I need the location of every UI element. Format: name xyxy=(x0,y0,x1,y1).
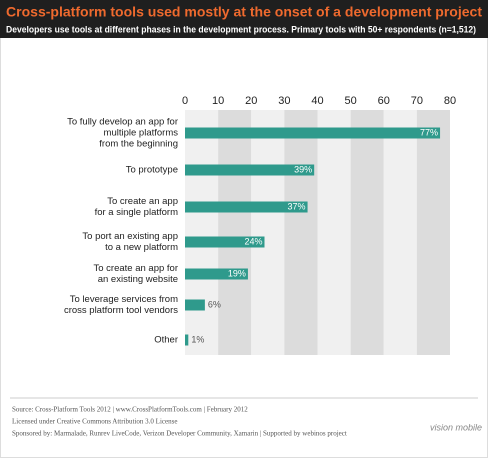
grid-band xyxy=(218,110,252,355)
grid-band xyxy=(317,110,351,355)
grid-band xyxy=(251,110,285,355)
category-label: Other xyxy=(154,334,178,346)
bar xyxy=(185,201,308,213)
value-label: 6% xyxy=(208,299,221,309)
category-label: To create an app for a single platform xyxy=(94,196,178,218)
footer-line: Licensed under Creative Commons Attribut… xyxy=(12,418,177,426)
value-label: 39% xyxy=(294,164,312,174)
grid-band xyxy=(185,110,219,355)
grid-band xyxy=(416,110,450,355)
bar xyxy=(185,236,265,248)
value-label: 24% xyxy=(244,236,262,246)
x-tick-label: 30 xyxy=(278,95,290,107)
x-tick-label: 80 xyxy=(444,95,456,107)
chart-subtitle: Developers use tools at different phases… xyxy=(6,24,476,34)
grid-band xyxy=(350,110,384,355)
category-label: To create an app for an existing website xyxy=(93,263,179,285)
value-label: 19% xyxy=(228,268,246,278)
bar xyxy=(185,299,205,311)
grid-band xyxy=(383,110,417,355)
footer-line: Source: Cross-Platform Tools 2012 | www.… xyxy=(12,406,248,414)
bar xyxy=(185,268,248,280)
category-label: To prototype xyxy=(125,164,178,176)
x-tick-label: 0 xyxy=(182,95,188,107)
chart-title: Cross-platform tools used mostly at the … xyxy=(6,4,482,20)
value-label: 77% xyxy=(420,127,438,137)
x-tick-label: 50 xyxy=(345,95,357,107)
header-band xyxy=(0,0,488,38)
bar xyxy=(185,334,189,346)
bar xyxy=(185,164,315,176)
x-tick-label: 40 xyxy=(311,95,323,107)
x-tick-label: 70 xyxy=(411,95,423,107)
bar xyxy=(185,127,441,139)
category-label: To fully develop an app for multiple pla… xyxy=(67,116,178,150)
footer-line: Sponsored by: Marmalade, Runrev LiveCode… xyxy=(12,430,347,438)
x-tick-label: 10 xyxy=(212,95,224,107)
value-label: 1% xyxy=(191,334,204,344)
category-label: To port an existing app to a new platfor… xyxy=(82,231,178,253)
x-tick-label: 20 xyxy=(245,95,257,107)
logo: vision mobile xyxy=(430,422,482,432)
category-label: To leverage services from cross platform… xyxy=(63,294,178,316)
x-tick-label: 60 xyxy=(378,95,390,107)
grid-band xyxy=(284,110,318,355)
value-label: 37% xyxy=(288,201,306,211)
